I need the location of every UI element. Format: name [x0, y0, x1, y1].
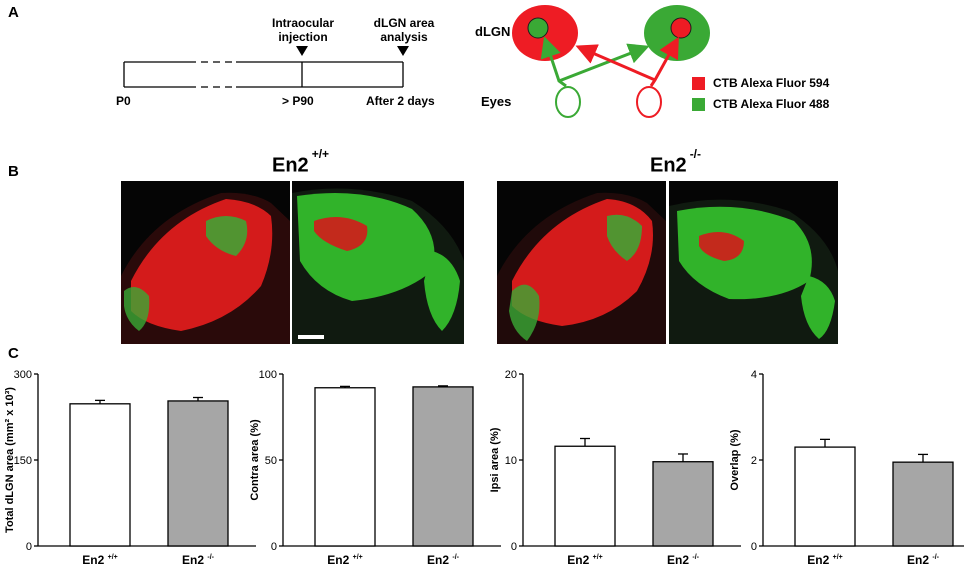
scale-bar — [298, 335, 324, 339]
y-tick-label: 300 — [14, 369, 32, 381]
x-tick-label: En2 +/+ — [327, 553, 362, 567]
panel-letter-b: B — [8, 163, 19, 180]
analysis-title: dLGN area analysis — [373, 16, 435, 44]
left-eye-icon — [555, 86, 581, 118]
injection-title: Intraocular injection — [271, 16, 334, 44]
red-swatch — [692, 76, 705, 90]
analysis-time-label: After 2 days — [366, 94, 435, 108]
panel-letter-c: C — [8, 345, 19, 362]
timeline: P0 Intraocular injection > P90 dLGN area… — [0, 0, 460, 120]
x-tick-label: En2 +/+ — [567, 553, 602, 567]
x-tick-label: En2 -/- — [182, 553, 215, 567]
timeline-bar — [123, 46, 409, 88]
y-tick-label: 100 — [259, 369, 277, 381]
chart-overlap: Overlap (%) 0 2 4 En2 +/+ En2 -/- — [725, 360, 964, 569]
y-axis-label: Contra area (%) — [249, 419, 261, 501]
genotype-title-wt: En2+/+ — [272, 147, 330, 177]
eyes-label: Eyes — [481, 94, 512, 109]
green-contra-arrow — [558, 43, 650, 83]
chart-ipsi-area: Ipsi area (%) 0 10 20 En2 +/+ En2 -/- — [485, 360, 741, 569]
y-axis-label: Ipsi area (%) — [489, 427, 501, 492]
legend-label-green: CTB Alexa Fluor 488 — [713, 97, 830, 111]
bar-ko — [412, 386, 474, 547]
y-tick-label: 150 — [14, 455, 32, 467]
x-tick-label: En2 -/- — [667, 553, 700, 567]
y-tick-label: 0 — [751, 541, 757, 553]
x-tick-label: En2 -/- — [427, 553, 460, 567]
projection-schematic — [505, 0, 715, 125]
legend-label-red: CTB Alexa Fluor 594 — [713, 76, 830, 90]
y-axis-label: Overlap (%) — [729, 429, 741, 490]
bar-ko — [167, 400, 229, 547]
bar-wt — [69, 403, 131, 547]
left-dlgn-ipsi-patch — [527, 17, 549, 39]
right-eye-icon — [636, 86, 662, 118]
analysis-marker-icon — [397, 46, 409, 56]
y-axis-label: Total dLGN area (mm² x 10³) — [4, 387, 16, 533]
chart-total-area: Total dLGN area (mm² x 10³) 0 150 300 En2 +/… — [0, 360, 256, 569]
y-tick-label: 0 — [511, 541, 517, 553]
y-tick-label: 4 — [751, 369, 757, 381]
micrograph-wt-left — [121, 181, 290, 344]
y-tick-label: 50 — [265, 455, 277, 467]
x-tick-label: En2 -/- — [907, 553, 940, 567]
right-dlgn-ipsi-patch — [670, 17, 692, 39]
legend-item-red: CTB Alexa Fluor 594 — [692, 76, 829, 90]
micrograph-wt-right — [292, 181, 464, 344]
x-tick-label: En2 +/+ — [807, 553, 842, 567]
bar-ko — [892, 461, 954, 547]
y-tick-label: 0 — [271, 541, 277, 553]
dlgn-label: dLGN — [475, 24, 511, 39]
y-tick-label: 2 — [751, 455, 757, 467]
injection-time-label: > P90 — [282, 94, 314, 108]
bar-wt — [794, 446, 856, 547]
y-tick-label: 10 — [505, 455, 517, 467]
y-tick-label: 20 — [505, 369, 517, 381]
y-tick-label: 0 — [26, 541, 32, 553]
green-swatch — [692, 97, 705, 111]
micrograph-ko-right — [669, 181, 838, 344]
legend-item-green: CTB Alexa Fluor 488 — [692, 97, 829, 111]
bar-ko — [652, 461, 714, 547]
chart-contra-area: Contra area (%) 0 50 100 En2 +/+ En2 -/- — [245, 360, 501, 569]
x-tick-label: En2 +/+ — [82, 553, 117, 567]
red-contra-arrow — [575, 44, 656, 82]
injection-marker-icon — [296, 46, 308, 56]
micrograph-ko-left — [497, 181, 666, 344]
genotype-title-ko: En2-/- — [650, 147, 702, 177]
bar-wt — [314, 387, 376, 547]
panel-letter-a: A — [8, 4, 19, 21]
timeline-start-label: P0 — [116, 94, 131, 108]
bar-wt — [554, 445, 616, 547]
